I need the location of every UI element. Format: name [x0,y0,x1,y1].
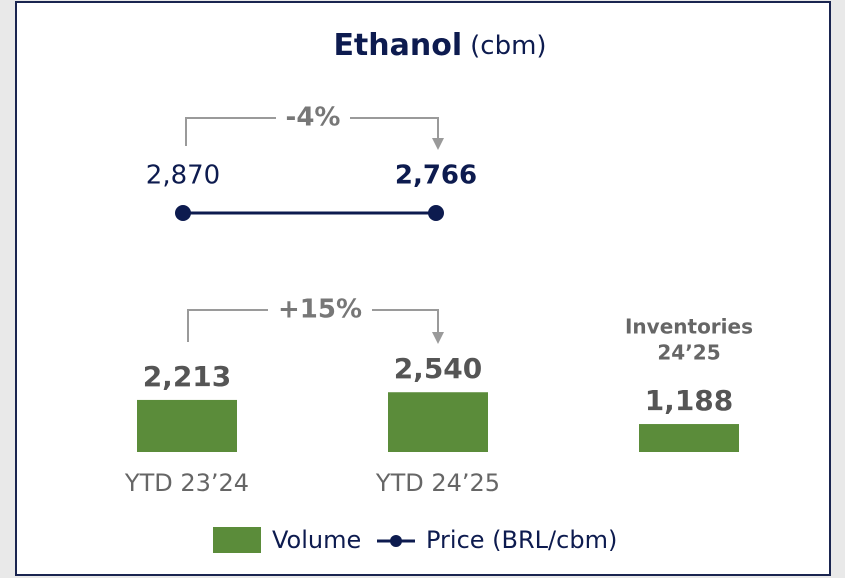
price-label: 2,766 [395,161,477,191]
brackets [185,117,439,342]
legend-swatch [213,527,261,553]
inventory-label: 24’25 [657,341,720,365]
bar [137,399,237,452]
legend-dot [390,535,402,547]
price-label: 2,870 [146,161,220,191]
panel [15,1,831,576]
price-bracket [185,117,439,146]
volume-bracket [187,309,439,342]
change-label: +15% [278,295,362,325]
value-label: 2,213 [143,360,232,393]
x-tick-label: YTD 23’24 [124,469,249,497]
bar [388,392,488,452]
chart-title: Ethanol (cbm) [333,28,546,63]
bar [639,424,739,452]
legend-label: Price (BRL/cbm) [426,526,617,554]
legend-label: Volume [272,526,361,554]
change-label: -4% [286,103,341,133]
value-label: 2,540 [394,352,483,385]
price-dot [428,205,444,221]
title: Ethanol [333,28,462,63]
unit: (cbm) [470,31,546,61]
x-tick-label: YTD 24’25 [375,469,500,497]
arrow-head [432,138,444,150]
price-dot [175,205,191,221]
inventory-label: Inventories [625,315,753,339]
arrow-head [432,332,444,344]
value-label: 1,188 [645,384,734,417]
